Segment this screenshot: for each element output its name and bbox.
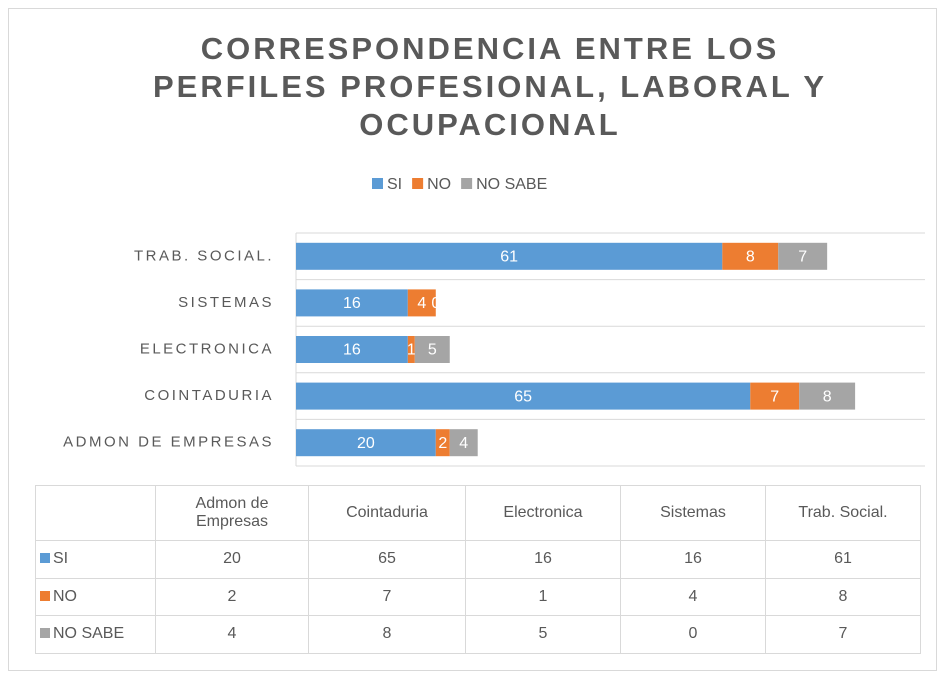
table-row-header: NO	[35, 577, 156, 616]
bar-segment	[296, 289, 408, 317]
chart-title: CORRESPONDENCIA ENTRE LOS PERFILES PROFE…	[152, 31, 828, 142]
bar-segment	[435, 429, 450, 457]
table-cell: 4	[620, 577, 766, 616]
chart-frame	[8, 8, 937, 671]
data-label: 2	[438, 435, 447, 452]
data-label: 4	[417, 295, 426, 312]
table-row-header: NO SABE	[35, 615, 156, 654]
data-label: 16	[343, 295, 361, 312]
table-cell: 7	[765, 615, 921, 654]
bar-segment	[407, 289, 436, 317]
data-label: 16	[343, 342, 361, 359]
table-cell: 2	[155, 577, 309, 616]
table-row-header: SI	[35, 540, 156, 579]
bar-segment	[296, 242, 723, 270]
bar-segment	[778, 242, 828, 270]
bar-segment	[722, 242, 779, 270]
legend-key	[40, 590, 50, 601]
data-label: 1	[407, 342, 416, 359]
table-cell: 1	[465, 577, 621, 616]
legend-key	[412, 178, 424, 189]
table-row-label: NO	[53, 587, 77, 605]
y-tick-label: Sistemas	[178, 294, 274, 311]
table-cell: 65	[308, 540, 466, 579]
table-row-label: SI	[53, 550, 69, 568]
table-cell: 7	[308, 577, 466, 616]
y-tick-label: Electronica	[140, 340, 274, 357]
table-cell: 20	[155, 540, 309, 579]
table-row: SI 20 65 16 16 61	[35, 540, 921, 579]
table-cell: 5	[465, 615, 621, 654]
bar-segment	[414, 336, 450, 363]
data-table: Admon de Empresas Cointaduria Electronica S…	[35, 485, 921, 654]
table-header-cell: Electronica	[465, 485, 621, 541]
data-label: 7	[770, 388, 779, 405]
bar-segment	[449, 429, 478, 457]
bar-segment	[407, 336, 415, 363]
table-cell: 4	[155, 615, 309, 654]
table-header-cell: Sistemas	[620, 485, 766, 541]
bar-segment	[296, 382, 751, 410]
table-header-cell: Trab. Social.	[765, 485, 921, 541]
bar-segment	[296, 336, 408, 363]
table-corner	[35, 485, 156, 541]
table-cell: 8	[765, 577, 921, 616]
data-label: 7	[798, 249, 807, 266]
table-header-cell: Cointaduria	[308, 485, 466, 541]
table-cell: 16	[465, 540, 621, 579]
data-label: 5	[428, 342, 437, 359]
table-header-cell: Admon de Empresas	[155, 485, 309, 541]
legend-key	[461, 178, 473, 189]
bar-segment	[799, 382, 856, 410]
table-header-row: Admon de Empresas Cointaduria Electronica S…	[35, 485, 921, 541]
table-row: NO SABE 4 8 5 0 7	[35, 615, 921, 654]
y-tick-label: Cointaduria	[144, 387, 274, 404]
y-tick-label: Admon de Empresas	[63, 434, 274, 451]
table-cell: 0	[620, 615, 766, 654]
table-row-label: NO SABE	[53, 625, 125, 643]
legend-label: SI	[387, 176, 402, 193]
y-tick-label: Trab. Social.	[134, 247, 274, 264]
data-label: 20	[357, 435, 375, 452]
legend-label: NO SABE	[476, 176, 547, 193]
data-label: 0	[431, 295, 440, 312]
table-cell: 61	[765, 540, 921, 579]
data-label: 65	[514, 388, 532, 405]
data-label: 8	[746, 249, 755, 266]
data-label: 8	[823, 388, 832, 405]
data-label: 61	[500, 249, 518, 266]
legend-key	[40, 553, 50, 564]
legend-key	[372, 178, 383, 189]
table-row: NO 2 7 1 4 8	[35, 577, 921, 616]
table-cell: 8	[308, 615, 466, 654]
data-label: 4	[459, 435, 468, 452]
table-cell: 16	[620, 540, 766, 579]
legend-label: NO	[427, 176, 451, 193]
bar-segment	[750, 382, 800, 410]
bar-segment	[296, 429, 436, 457]
legend-key	[40, 628, 50, 639]
